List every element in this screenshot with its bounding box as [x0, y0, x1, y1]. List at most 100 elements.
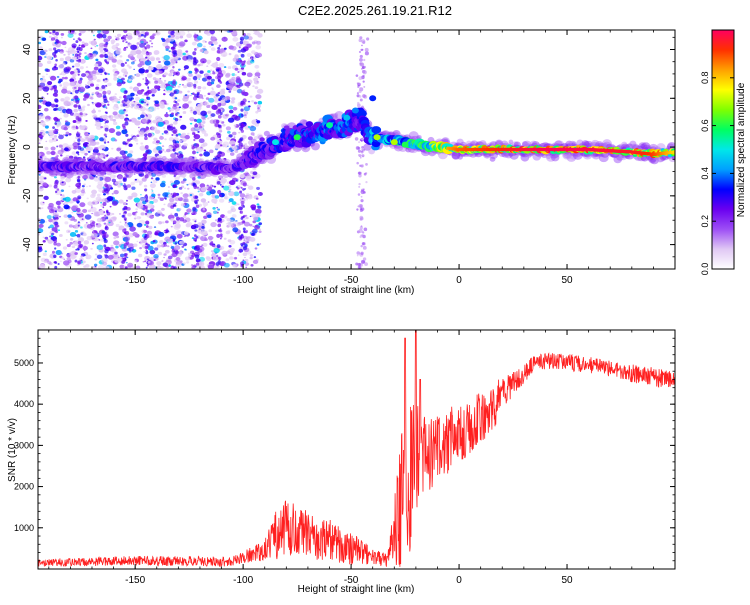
- spectrogram-speckle: [46, 215, 52, 220]
- spectrogram-speckle: [182, 111, 187, 114]
- spectrogram-speckle: [47, 226, 51, 229]
- spectrogram-streak: [103, 239, 108, 244]
- spectrogram-streak: [220, 235, 223, 238]
- spectrogram-speckle: [96, 79, 101, 83]
- spectrogram-speckle: [130, 134, 134, 137]
- spectrogram-speckle: [55, 249, 62, 256]
- spectrogram-speckle: [69, 254, 76, 260]
- spectrogram-speckle: [150, 177, 154, 180]
- spectrogram-streak: [193, 34, 198, 39]
- spectrogram-speckle: [48, 208, 55, 214]
- spectrogram-speckle: [39, 50, 46, 56]
- spectrogram-speckle: [118, 99, 121, 101]
- spectrogram-speckle: [167, 90, 171, 93]
- spectrogram-streak: [219, 237, 222, 240]
- spectrogram-speckle: [254, 86, 259, 90]
- spectrogram-speckle: [62, 81, 70, 87]
- spectrogram-speckle: [72, 89, 76, 93]
- spectrogram-speckle: [169, 197, 175, 203]
- spectrogram-speckle: [157, 88, 161, 91]
- spectrogram-speckle: [128, 119, 132, 122]
- spectrogram-streak: [105, 227, 107, 229]
- spectrogram-speckle: [152, 198, 159, 203]
- spectrogram-speckle: [59, 200, 62, 202]
- spectrogram-speckle: [175, 257, 181, 261]
- spectrogram-speckle: [50, 37, 56, 41]
- spectrogram-streak: [240, 186, 243, 189]
- spectrogram-speckle: [159, 136, 164, 140]
- spectrogram-speckle: [173, 121, 178, 125]
- spectrogram-speckle: [116, 147, 122, 152]
- spectrogram-streak: [123, 205, 128, 210]
- spectrogram-speckle: [209, 116, 212, 119]
- spectrogram-streak: [239, 210, 243, 214]
- spectrogram-speckle: [64, 76, 68, 80]
- spectrogram-streak: [106, 154, 109, 157]
- spectrogram-streak: [192, 182, 196, 186]
- spectrogram-speckle: [157, 193, 161, 197]
- spectrogram-speckle: [249, 256, 253, 260]
- spectrogram-speckle: [243, 106, 250, 112]
- spectrogram-speckle: [38, 138, 42, 142]
- spectrogram-speckle: [188, 100, 192, 104]
- spectrogram-streak: [172, 239, 175, 242]
- spectrogram-speckle: [42, 252, 47, 256]
- spectrogram-speckle: [236, 224, 240, 227]
- spectrogram-speckle: [210, 136, 216, 141]
- spectrogram-speckle: [79, 257, 84, 261]
- spectrogram-speckle: [157, 251, 163, 256]
- spectrogram-streak: [174, 100, 178, 104]
- spectrogram-speckle: [140, 212, 145, 216]
- spectrogram-speckle: [91, 232, 98, 238]
- spectrogram-speckle: [134, 74, 137, 76]
- spectrogram-speckle: [71, 211, 74, 214]
- spectrogram-speckle: [63, 100, 71, 107]
- spectrogram-streak: [144, 133, 148, 138]
- spectrogram-speckle: [232, 86, 238, 92]
- spectrogram-speckle: [138, 253, 143, 258]
- spectrogram-streak: [56, 139, 58, 141]
- spectrogram-speckle: [218, 90, 226, 96]
- spectrogram-speckle: [95, 83, 100, 87]
- spectrogram-speckle: [133, 173, 136, 175]
- spectrogram-speckle: [136, 53, 144, 60]
- spectrogram-spur-speck: [357, 193, 361, 196]
- spectrogram-speckle: [256, 52, 263, 58]
- spectrogram-speckle: [185, 50, 189, 53]
- spectrogram-speckle: [150, 181, 153, 184]
- spectrogram-speckle: [186, 183, 189, 186]
- spectrogram-speckle: [178, 207, 182, 211]
- spectrogram-streak: [217, 256, 222, 261]
- spectrogram-speckle: [87, 103, 90, 107]
- spectrogram-speckle: [67, 230, 70, 233]
- spectrogram-speckle: [180, 192, 183, 195]
- spectrogram-speckle: [149, 208, 155, 212]
- spectrogram-speckle: [175, 35, 180, 40]
- spectrogram-speckle: [135, 94, 138, 96]
- spectrogram-speckle: [90, 247, 93, 250]
- spectrogram-speckle: [149, 35, 155, 40]
- spectrogram-speckle: [229, 219, 234, 223]
- spectrogram-spur-speck: [357, 146, 361, 150]
- spectrogram-spur-speck: [357, 154, 360, 156]
- spectrogram-speckle: [62, 246, 68, 250]
- spectrogram-speckle: [165, 48, 169, 52]
- spectrogram-spur-speck: [365, 180, 368, 184]
- spectrogram-speckle: [246, 172, 249, 175]
- spectrogram-speckle: [209, 189, 216, 195]
- spectrogram-speckle: [175, 51, 182, 57]
- spectrogram-streak: [172, 80, 176, 85]
- spectrogram-speckle: [167, 186, 170, 188]
- spectrogram-streak: [76, 247, 80, 251]
- spectrogram-speckle: [103, 137, 106, 140]
- spectrogram-speckle: [90, 40, 98, 46]
- spectrogram-spur-speck: [360, 195, 363, 198]
- spectrogram-speckle: [180, 152, 182, 154]
- spectrogram-streak: [239, 40, 244, 45]
- spectrogram-speckle: [163, 196, 167, 200]
- spectrogram-streak: [146, 103, 149, 106]
- spectrogram-speckle: [156, 261, 162, 266]
- spectrogram-spur-speck: [362, 70, 367, 75]
- spectrogram-streak: [174, 152, 177, 155]
- spectrogram-speckle: [118, 199, 124, 204]
